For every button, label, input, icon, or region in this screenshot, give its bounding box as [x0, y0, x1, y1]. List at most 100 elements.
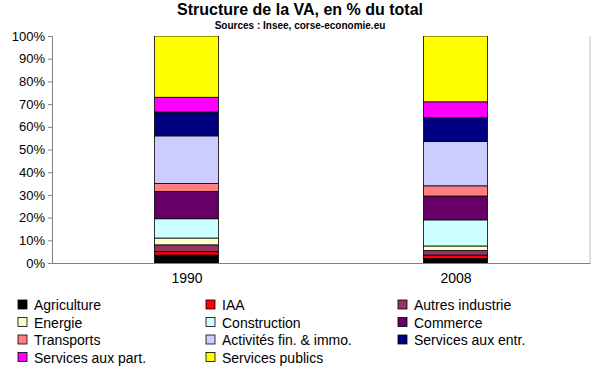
legend-label: IAA — [222, 297, 245, 313]
bar-segment — [424, 118, 488, 142]
y-tick: 30% — [19, 188, 52, 203]
y-tick-mark — [48, 104, 52, 105]
bar-segment — [155, 245, 219, 252]
bars — [155, 36, 488, 263]
y-tick: 10% — [19, 233, 52, 248]
legend-swatch — [206, 300, 215, 309]
legend-label: Energie — [34, 315, 82, 331]
x-tick: 1990 — [171, 263, 202, 286]
legend-label: Transports — [34, 332, 100, 348]
y-tick-label: 10% — [19, 233, 45, 248]
y-tick-mark — [48, 263, 52, 264]
bar-segment — [424, 251, 488, 256]
legend-swatch — [18, 318, 27, 327]
title: Structure de la VA, en % du total — [177, 1, 423, 18]
legend-swatch — [206, 318, 215, 327]
legend-item: Services publics — [206, 350, 323, 366]
legend-item: Transports — [18, 332, 100, 348]
y-tick-mark — [48, 59, 52, 60]
y-tick-mark — [48, 195, 52, 196]
bar-segment — [424, 220, 488, 246]
y-tick-label: 20% — [19, 210, 45, 225]
legend-label: Agriculture — [34, 297, 101, 313]
bar-segment — [155, 112, 219, 136]
y-tick-mark — [48, 36, 52, 37]
y-tick-label: 50% — [19, 142, 45, 157]
bar-segment — [155, 238, 219, 245]
legend-label: Commerce — [414, 315, 483, 331]
y-tick-mark — [48, 127, 52, 128]
y-tick-mark — [48, 172, 52, 173]
bar-segment — [424, 102, 488, 118]
bar-segment — [155, 255, 219, 263]
bar-segment — [424, 196, 488, 220]
x-axis-line — [53, 263, 591, 264]
legend-item: Activités fin. & immo. — [206, 332, 352, 348]
legend-label: Services publics — [222, 350, 323, 366]
chart: Structure de la VA, en % du total Sources… — [0, 0, 600, 372]
y-tick: 70% — [19, 97, 52, 112]
legend-swatch — [18, 335, 27, 344]
y-tick-label: 40% — [19, 165, 45, 180]
bar-segment — [155, 252, 219, 255]
bar-segment — [155, 36, 219, 97]
bar-segment — [155, 184, 219, 192]
axis-right-line — [590, 36, 591, 263]
legend-item: Services aux part. — [18, 350, 146, 366]
bar-segment — [424, 255, 488, 258]
legend-label: Services aux entr. — [414, 332, 525, 348]
bar-segment — [155, 219, 219, 238]
y-tick: 80% — [19, 74, 52, 89]
legend-item: Construction — [206, 315, 301, 331]
x-tick: 2008 — [440, 263, 471, 286]
y-tick-label: 90% — [19, 51, 45, 66]
legend: Agriculture IAA Autres industrie Energie Con… — [18, 297, 525, 366]
y-tick-label: 100% — [12, 29, 46, 44]
bar-segment — [424, 258, 488, 263]
x-axis: 1990 2008 — [53, 263, 591, 286]
legend-swatch — [398, 335, 407, 344]
y-axis-line — [48, 37, 53, 264]
y-tick-label: 80% — [19, 74, 45, 89]
y-tick-label: 0% — [26, 256, 45, 271]
y-tick-mark — [48, 240, 52, 241]
legend-label: Construction — [222, 315, 301, 331]
y-tick-mark — [48, 218, 52, 219]
legend-swatch — [18, 353, 27, 362]
legend-item: Commerce — [398, 315, 483, 331]
y-tick: 20% — [19, 210, 52, 225]
legend-label: Services aux part. — [34, 350, 146, 366]
bar-segment — [155, 97, 219, 112]
y-tick: 90% — [19, 51, 52, 66]
bar-segment — [424, 36, 488, 102]
bar-segment — [155, 136, 219, 184]
y-tick-mark — [48, 150, 52, 151]
bar-segment — [424, 186, 488, 196]
y-axis: 0% 10% 20% 30% 40% 50% 60% 70% 80% 90% 100% — [12, 29, 53, 271]
legend-swatch — [398, 318, 407, 327]
legend-swatch — [398, 300, 407, 309]
y-tick: 100% — [12, 29, 52, 44]
x-tick-label: 1990 — [171, 270, 202, 286]
legend-swatch — [18, 300, 27, 309]
bar-segment — [424, 142, 488, 186]
legend-label: Activités fin. & immo. — [222, 332, 352, 348]
x-tick-label: 2008 — [440, 270, 471, 286]
y-tick: 40% — [19, 165, 52, 180]
y-tick: 60% — [19, 119, 52, 134]
legend-item: Autres industrie — [398, 297, 511, 313]
y-tick-label: 70% — [19, 97, 45, 112]
legend-item: Energie — [18, 315, 82, 331]
legend-item: Agriculture — [18, 297, 101, 313]
y-tick: 0% — [26, 256, 52, 271]
legend-item: Services aux entr. — [398, 332, 525, 348]
y-tick-mark — [48, 81, 52, 82]
y-tick: 50% — [19, 142, 52, 157]
bar-segment — [424, 246, 488, 251]
legend-swatch — [206, 335, 215, 344]
subtitle: Sources : Insee, corse-economie.eu — [215, 20, 386, 31]
bar-segment — [155, 191, 219, 218]
legend-label: Autres industrie — [414, 297, 511, 313]
y-tick-label: 60% — [19, 119, 45, 134]
legend-swatch — [206, 353, 215, 362]
